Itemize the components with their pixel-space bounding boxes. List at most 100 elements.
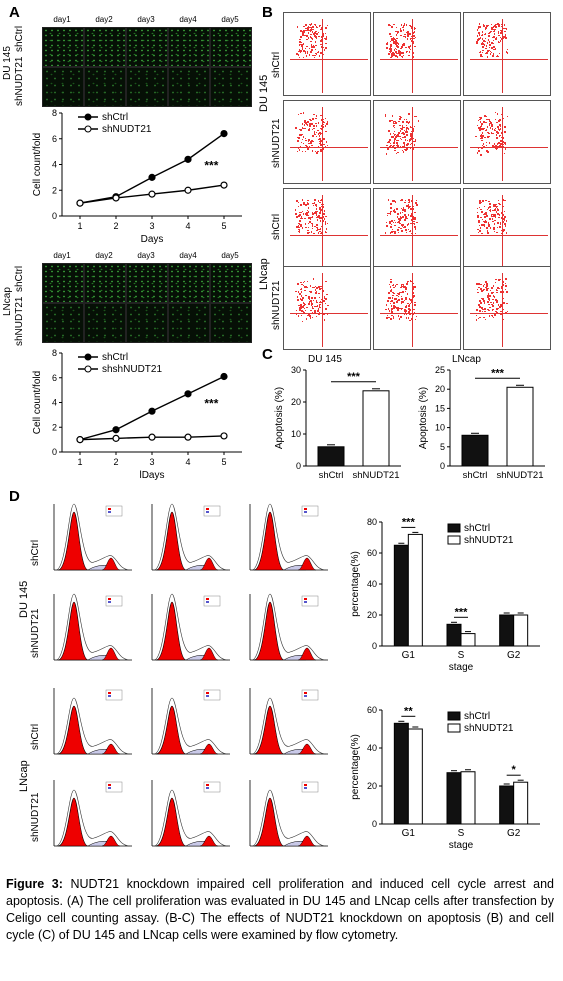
legend-swatch bbox=[447, 523, 461, 533]
cell-cycle-histogram bbox=[240, 590, 332, 672]
flow-dot bbox=[305, 55, 308, 57]
micrograph-image bbox=[168, 27, 210, 67]
flow-dot bbox=[403, 142, 405, 144]
flow-dot bbox=[403, 23, 406, 25]
flow-dot bbox=[405, 298, 407, 301]
flow-dot bbox=[301, 283, 303, 286]
flow-dot bbox=[307, 26, 309, 29]
flow-dot bbox=[308, 301, 311, 303]
flow-dot bbox=[494, 281, 497, 284]
hist-legend-swatch bbox=[108, 692, 111, 694]
bar bbox=[460, 633, 476, 647]
flow-dot bbox=[403, 143, 406, 145]
flow-dot bbox=[495, 310, 497, 313]
flow-dot bbox=[391, 284, 394, 287]
flow-dot bbox=[501, 226, 504, 229]
y-tick-label: 0 bbox=[440, 461, 445, 471]
flow-dot bbox=[492, 204, 495, 206]
flow-dot bbox=[319, 201, 321, 204]
legend-label: shNUDT21 bbox=[102, 124, 152, 135]
flow-dot bbox=[410, 142, 413, 145]
flow-dot bbox=[305, 139, 307, 142]
flow-dot bbox=[295, 290, 297, 293]
flow-dot bbox=[416, 204, 418, 206]
y-tick-label: 80 bbox=[367, 517, 377, 527]
g1-peak bbox=[155, 511, 187, 571]
fit-curve bbox=[251, 697, 327, 755]
flow-dot bbox=[306, 146, 308, 148]
flow-dot bbox=[412, 52, 414, 54]
y-tick-label: 4 bbox=[52, 160, 57, 170]
flow-dot bbox=[402, 224, 405, 226]
flow-dot bbox=[298, 44, 301, 46]
flow-dot bbox=[306, 214, 308, 217]
flow-dot bbox=[491, 26, 493, 29]
flow-dot bbox=[404, 214, 406, 216]
flow-dot bbox=[489, 203, 491, 205]
flow-dot bbox=[496, 131, 498, 133]
flow-dot bbox=[411, 301, 413, 303]
flow-dot bbox=[308, 129, 310, 131]
flow-dot bbox=[394, 138, 396, 140]
hist-legend-swatch bbox=[304, 787, 307, 789]
micrograph-image bbox=[126, 303, 168, 343]
flow-dot bbox=[481, 128, 483, 131]
flow-dot bbox=[490, 301, 492, 304]
flow-dot bbox=[308, 298, 311, 301]
flow-dot bbox=[320, 285, 322, 288]
flow-dot bbox=[299, 220, 301, 222]
data-point bbox=[148, 433, 156, 441]
flow-dot bbox=[489, 312, 492, 315]
flow-dot bbox=[481, 290, 483, 293]
flow-dot bbox=[400, 34, 402, 37]
flow-dot bbox=[393, 124, 396, 127]
flow-dot bbox=[483, 312, 486, 315]
flow-dot bbox=[480, 288, 482, 290]
hist-legend-swatch bbox=[108, 695, 111, 697]
flow-dot bbox=[410, 133, 412, 135]
flow-dot bbox=[305, 144, 307, 147]
g1-peak bbox=[57, 797, 89, 847]
flow-dot bbox=[502, 281, 504, 283]
flow-dot bbox=[501, 202, 504, 204]
flow-dot bbox=[491, 128, 494, 130]
flow-dot bbox=[496, 55, 498, 58]
fit-curve bbox=[55, 593, 131, 661]
flow-dot bbox=[390, 50, 392, 52]
hist-legend-swatch bbox=[206, 598, 209, 600]
g2-peak bbox=[297, 557, 317, 571]
flow-dot bbox=[399, 118, 401, 120]
fit-curve bbox=[153, 593, 229, 661]
flow-dot bbox=[491, 309, 494, 311]
flow-dot bbox=[409, 139, 411, 141]
flow-dot bbox=[504, 30, 506, 33]
x-tick-label: G1 bbox=[402, 828, 416, 839]
flow-dot bbox=[304, 217, 306, 220]
flow-dot bbox=[314, 150, 317, 153]
flow-dot bbox=[413, 295, 415, 297]
flow-dot bbox=[392, 39, 394, 42]
flow-dot bbox=[403, 313, 406, 315]
flow-dot bbox=[388, 50, 391, 53]
flow-dot bbox=[316, 224, 318, 226]
flow-dot bbox=[495, 144, 497, 147]
flow-dot bbox=[388, 310, 391, 312]
flow-dot bbox=[485, 212, 487, 214]
flow-dot bbox=[396, 32, 399, 35]
flow-dot bbox=[486, 149, 488, 152]
flow-dot bbox=[311, 212, 314, 214]
flow-dot bbox=[326, 121, 329, 124]
flow-dot bbox=[495, 23, 497, 26]
flow-dot bbox=[406, 131, 409, 133]
flow-dot bbox=[304, 150, 307, 153]
flow-dot bbox=[397, 213, 399, 215]
flow-dot bbox=[313, 56, 316, 59]
data-point bbox=[112, 434, 120, 442]
hist-legend-box bbox=[203, 505, 221, 517]
flow-dot bbox=[310, 40, 312, 43]
flow-dot bbox=[488, 299, 491, 301]
flow-dot bbox=[300, 36, 302, 38]
legend-marker bbox=[84, 365, 92, 373]
flow-dot bbox=[491, 218, 494, 221]
flow-dot bbox=[320, 43, 322, 46]
